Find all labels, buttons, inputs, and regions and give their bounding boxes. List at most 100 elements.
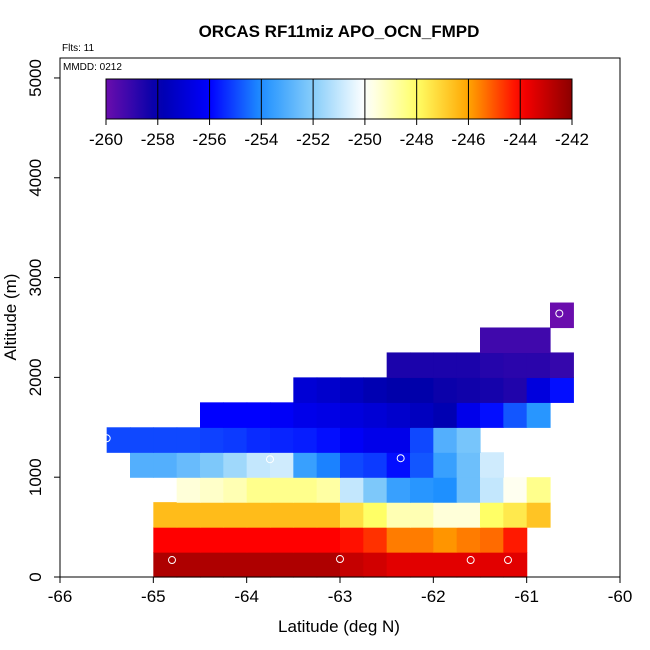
heatmap-cell: [456, 427, 481, 453]
heatmap-cell: [106, 427, 131, 453]
heatmap-cell: [410, 427, 434, 453]
heatmap-cell: [176, 527, 201, 553]
colorbar-tick-label: -248: [400, 130, 434, 149]
heatmap-cell: [200, 552, 224, 578]
x-tick-label: -63: [328, 587, 353, 606]
observation-point: [102, 434, 111, 443]
heatmap-cell: [130, 452, 154, 478]
heatmap-cell: [153, 452, 178, 478]
colorbar-tick-label: -250: [348, 130, 382, 149]
heatmap-cell: [503, 352, 528, 378]
heatmap-cell: [363, 552, 388, 578]
heatmap-cell: [270, 427, 294, 453]
heatmap-cell: [503, 502, 528, 528]
heatmap-cell: [270, 477, 294, 503]
y-tick-label: 0: [26, 572, 45, 581]
x-axis: -66 -65 -64 -63 -62 -61 -60: [48, 577, 632, 606]
heatmap-cell: [526, 377, 551, 403]
heatmap-cell: [480, 552, 504, 578]
x-axis-title: Latitude (deg N): [278, 617, 400, 636]
y-tick-label: 2000: [26, 358, 45, 396]
heatmap-cell: [246, 527, 271, 553]
heatmap-cell: [456, 527, 481, 553]
heatmap-cell: [153, 502, 178, 528]
heatmap-cell: [363, 527, 388, 553]
heatmap-cell: [293, 527, 318, 553]
y-tick-label: 5000: [26, 59, 45, 97]
heatmap-cell: [340, 402, 364, 428]
heatmap-cell: [386, 552, 411, 578]
observation-point: [555, 309, 564, 318]
heatmap-cell: [246, 502, 271, 528]
y-axis-title: Altitude (m): [1, 274, 20, 361]
heatmap-cell: [316, 377, 341, 403]
heatmap-cell: [293, 477, 318, 503]
heatmap-cell: [153, 427, 178, 453]
chart-title: ORCAS RF11miz APO_OCN_FMPD: [199, 22, 480, 41]
heatmap-cell: [503, 527, 528, 553]
heatmap-cell: [340, 502, 364, 528]
heatmap-cell: [386, 352, 411, 378]
observation-point: [266, 455, 274, 464]
heatmap-cell: [410, 477, 434, 503]
heatmap-cell: [363, 427, 388, 453]
heatmap-cells: [106, 302, 574, 578]
observation-point: [336, 555, 344, 564]
heatmap-cell: [340, 527, 364, 553]
colorbar-ticks: -260 -258 -256 -254 -252 -250 -248 -246 -244 -242: [89, 79, 589, 149]
x-tick-label: -61: [514, 587, 539, 606]
heatmap-cell: [200, 402, 224, 428]
heatmap-cell: [433, 452, 458, 478]
heatmap-cell: [480, 452, 504, 478]
heatmap-cell: [363, 477, 388, 503]
x-tick-label: -62: [421, 587, 446, 606]
heatmap-cell: [270, 402, 294, 428]
heatmap-cell: [503, 552, 528, 578]
flights-note: Flts: 11: [62, 43, 94, 54]
heatmap-cell: [526, 402, 551, 428]
heatmap-cell: [200, 527, 224, 553]
colorbar: [105, 78, 573, 120]
heatmap-cell: [153, 552, 178, 578]
heatmap-cell: [433, 402, 458, 428]
heatmap-cell: [176, 552, 201, 578]
heatmap-cell: [456, 402, 481, 428]
heatmap-cell: [223, 427, 248, 453]
heatmap-cell: [223, 452, 248, 478]
x-tick-label: -65: [141, 587, 166, 606]
heatmap-cell: [410, 402, 434, 428]
heatmap-cell: [433, 352, 458, 378]
heatmap-cell: [503, 327, 528, 354]
heatmap-cell: [456, 502, 481, 528]
heatmap-cell: [480, 502, 504, 528]
heatmap-cell: [316, 427, 341, 453]
heatmap-cell: [316, 552, 341, 578]
heatmap-cell: [433, 552, 458, 578]
heatmap-cell: [386, 502, 411, 528]
heatmap-cell: [340, 427, 364, 453]
heatmap-cell: [316, 527, 341, 553]
colorbar-tick-label: -258: [141, 130, 175, 149]
heatmap-cell: [503, 377, 528, 403]
heatmap-cell: [200, 502, 224, 528]
observation-point: [466, 556, 475, 565]
heatmap-cell: [246, 427, 271, 453]
heatmap-cell: [176, 452, 201, 478]
heatmap-cell: [410, 527, 434, 553]
heatmap-cell: [293, 377, 318, 403]
heatmap-cell: [223, 402, 248, 428]
heatmap-cell: [433, 377, 458, 403]
heatmap-cell: [526, 327, 551, 354]
y-tick-label: 4000: [26, 159, 45, 197]
heatmap-cell: [363, 452, 388, 478]
heatmap-cell: [433, 427, 458, 453]
y-tick-label: 3000: [26, 259, 45, 297]
heatmap-cell: [456, 477, 481, 503]
heatmap-cell: [550, 377, 574, 403]
heatmap-cell: [153, 527, 178, 553]
date-note: MMDD: 0212: [63, 62, 122, 73]
heatmap-cell: [526, 352, 551, 378]
heatmap-cell: [410, 452, 434, 478]
heatmap-cell: [410, 352, 434, 378]
